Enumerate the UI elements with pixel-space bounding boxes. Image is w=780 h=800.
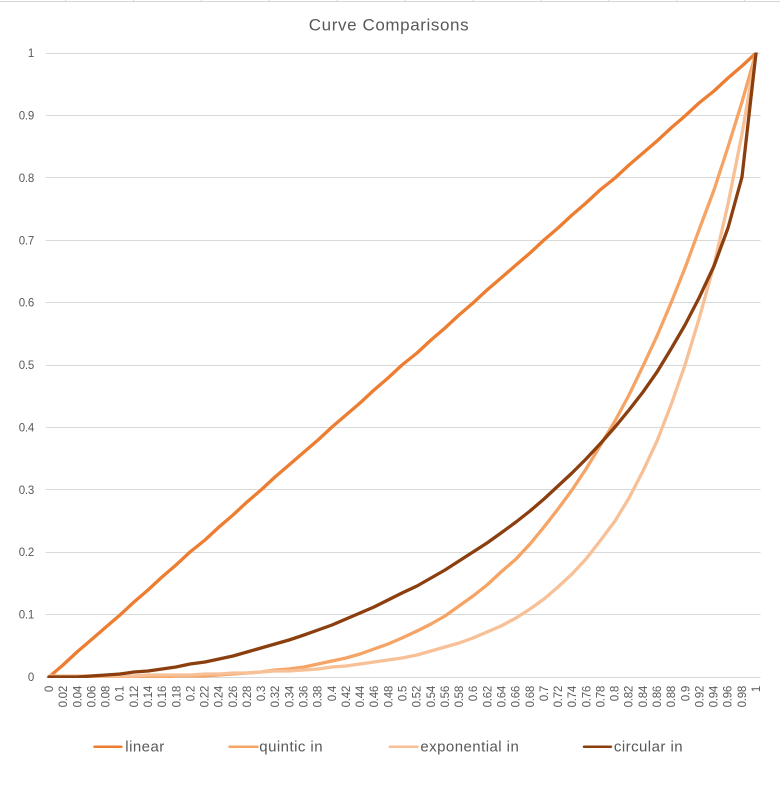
svg-text:0.64: 0.64 xyxy=(496,685,508,707)
svg-text:0.24: 0.24 xyxy=(214,685,226,707)
svg-text:1: 1 xyxy=(751,686,763,692)
svg-text:0.3: 0.3 xyxy=(256,686,268,701)
svg-text:0.86: 0.86 xyxy=(652,686,664,707)
svg-text:0.14: 0.14 xyxy=(143,685,155,707)
svg-text:0: 0 xyxy=(28,672,34,684)
svg-text:0.18: 0.18 xyxy=(171,686,183,707)
svg-text:0.42: 0.42 xyxy=(341,686,353,707)
svg-text:0.8: 0.8 xyxy=(19,173,34,185)
svg-text:0.02: 0.02 xyxy=(58,686,70,707)
svg-text:0.4: 0.4 xyxy=(19,422,35,434)
svg-text:0.06: 0.06 xyxy=(86,686,98,707)
svg-text:0.48: 0.48 xyxy=(383,686,395,707)
svg-text:0.68: 0.68 xyxy=(525,686,537,707)
svg-text:0.3: 0.3 xyxy=(19,485,34,497)
svg-text:0.34: 0.34 xyxy=(284,685,296,707)
svg-text:0.62: 0.62 xyxy=(482,686,494,707)
svg-text:0.66: 0.66 xyxy=(511,686,523,707)
svg-text:0.16: 0.16 xyxy=(157,686,169,707)
svg-text:0.54: 0.54 xyxy=(426,685,438,707)
svg-text:exponential in: exponential in xyxy=(420,739,519,756)
svg-text:0.22: 0.22 xyxy=(200,686,212,707)
svg-text:0.44: 0.44 xyxy=(355,685,367,707)
svg-text:0.9: 0.9 xyxy=(19,111,34,123)
svg-text:0.38: 0.38 xyxy=(313,686,325,707)
svg-text:Curve Comparisons: Curve Comparisons xyxy=(309,16,469,35)
svg-text:0.04: 0.04 xyxy=(72,685,84,707)
svg-text:0.74: 0.74 xyxy=(567,685,579,707)
svg-text:0.36: 0.36 xyxy=(299,686,311,707)
svg-text:0.98: 0.98 xyxy=(737,686,749,707)
svg-text:0: 0 xyxy=(44,686,56,692)
svg-text:linear: linear xyxy=(125,739,164,756)
svg-text:0.46: 0.46 xyxy=(369,686,381,707)
svg-text:0.6: 0.6 xyxy=(468,686,480,701)
svg-text:0.5: 0.5 xyxy=(19,360,34,372)
svg-text:0.28: 0.28 xyxy=(242,686,254,707)
svg-text:0.7: 0.7 xyxy=(19,235,34,247)
svg-text:0.82: 0.82 xyxy=(624,686,636,707)
svg-text:0.7: 0.7 xyxy=(539,686,551,701)
svg-text:0.2: 0.2 xyxy=(185,686,197,701)
svg-text:0.6: 0.6 xyxy=(19,298,34,310)
svg-text:0.94: 0.94 xyxy=(709,685,721,707)
svg-text:0.56: 0.56 xyxy=(440,686,452,707)
svg-text:0.9: 0.9 xyxy=(680,686,692,701)
svg-text:0.4: 0.4 xyxy=(327,685,339,701)
svg-text:circular in: circular in xyxy=(614,739,683,756)
svg-text:0.72: 0.72 xyxy=(553,686,565,707)
svg-text:0.88: 0.88 xyxy=(666,686,678,707)
svg-text:0.08: 0.08 xyxy=(101,686,113,707)
svg-text:quintic in: quintic in xyxy=(259,739,323,756)
svg-text:0.8: 0.8 xyxy=(610,686,622,701)
svg-text:0.2: 0.2 xyxy=(19,547,34,559)
svg-text:0.92: 0.92 xyxy=(694,686,706,707)
svg-text:0.1: 0.1 xyxy=(115,686,127,701)
svg-text:0.32: 0.32 xyxy=(270,686,282,707)
svg-text:0.26: 0.26 xyxy=(228,686,240,707)
svg-text:0.58: 0.58 xyxy=(454,686,466,707)
svg-text:0.5: 0.5 xyxy=(398,686,410,701)
svg-text:0.52: 0.52 xyxy=(412,686,424,707)
svg-text:0.78: 0.78 xyxy=(595,686,607,707)
svg-text:0.76: 0.76 xyxy=(581,686,593,707)
svg-text:0.96: 0.96 xyxy=(723,686,735,707)
svg-text:0.12: 0.12 xyxy=(129,686,141,707)
svg-text:0.1: 0.1 xyxy=(19,610,34,622)
svg-text:1: 1 xyxy=(28,48,34,60)
svg-text:0.84: 0.84 xyxy=(638,685,650,707)
